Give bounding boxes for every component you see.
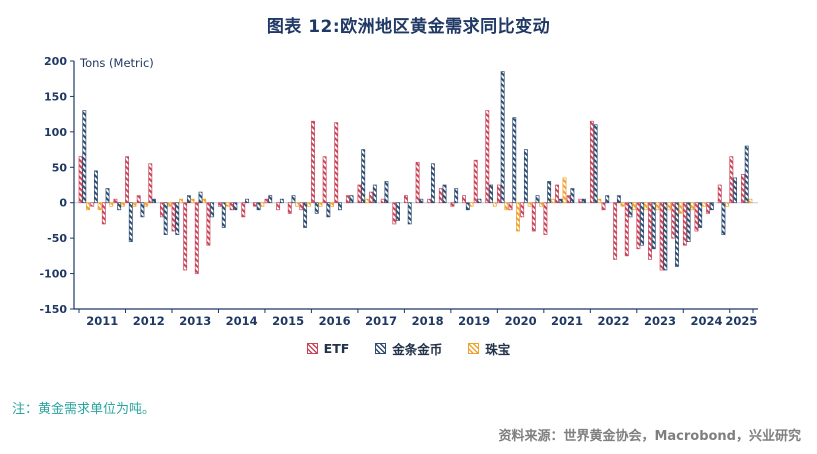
svg-text:2015: 2015 bbox=[272, 314, 304, 328]
svg-text:100: 100 bbox=[44, 126, 67, 139]
legend-item-etf: ETF bbox=[306, 341, 350, 356]
legend: ETF 金条金币 珠宝 bbox=[0, 339, 817, 358]
svg-text:-100: -100 bbox=[39, 268, 67, 281]
jewelry-swatch-icon bbox=[468, 343, 480, 354]
svg-text:2013: 2013 bbox=[179, 314, 211, 328]
svg-text:200: 200 bbox=[44, 55, 67, 68]
chart-title: 图表 12:欧洲地区黄金需求同比变动 bbox=[266, 17, 551, 37]
svg-text:2024: 2024 bbox=[691, 314, 723, 328]
svg-text:-150: -150 bbox=[39, 303, 67, 316]
svg-text:2016: 2016 bbox=[319, 314, 351, 328]
svg-text:2018: 2018 bbox=[412, 314, 444, 328]
svg-text:-50: -50 bbox=[47, 232, 67, 245]
svg-text:2014: 2014 bbox=[226, 314, 258, 328]
legend-label-jewelry: 珠宝 bbox=[485, 342, 511, 357]
svg-text:2025: 2025 bbox=[725, 314, 757, 328]
footnote: 注：黄金需求单位为吨。 bbox=[12, 402, 156, 417]
bar-coin-swatch-icon bbox=[375, 343, 387, 354]
legend-item-bar-coin: 金条金币 bbox=[375, 339, 442, 358]
chart-area: 200 150 100 50 0 -50 -100 -150 2011 2012 2013 2014 2… bbox=[16, 47, 817, 343]
svg-text:0: 0 bbox=[59, 197, 67, 210]
svg-text:2020: 2020 bbox=[505, 314, 537, 328]
svg-text:150: 150 bbox=[44, 90, 67, 103]
svg-text:50: 50 bbox=[52, 161, 68, 174]
source-text: 资料来源：世界黄金协会，Macrobond，兴业研究 bbox=[498, 429, 801, 444]
svg-text:2022: 2022 bbox=[598, 314, 630, 328]
legend-label-etf: ETF bbox=[323, 341, 350, 356]
svg-text:2011: 2011 bbox=[86, 314, 118, 328]
legend-item-jewelry: 珠宝 bbox=[468, 339, 510, 358]
svg-text:2012: 2012 bbox=[133, 314, 165, 328]
bar-chart-svg: 200 150 100 50 0 -50 -100 -150 2011 2012 2013 2014 2… bbox=[39, 55, 758, 328]
svg-text:2019: 2019 bbox=[458, 314, 490, 328]
svg-text:2017: 2017 bbox=[365, 314, 397, 328]
svg-text:Tons (Metric): Tons (Metric) bbox=[79, 56, 154, 70]
svg-text:2023: 2023 bbox=[644, 314, 676, 328]
etf-swatch-icon bbox=[306, 343, 318, 354]
legend-label-bar-coin: 金条金币 bbox=[392, 342, 443, 357]
svg-text:2021: 2021 bbox=[551, 314, 583, 328]
